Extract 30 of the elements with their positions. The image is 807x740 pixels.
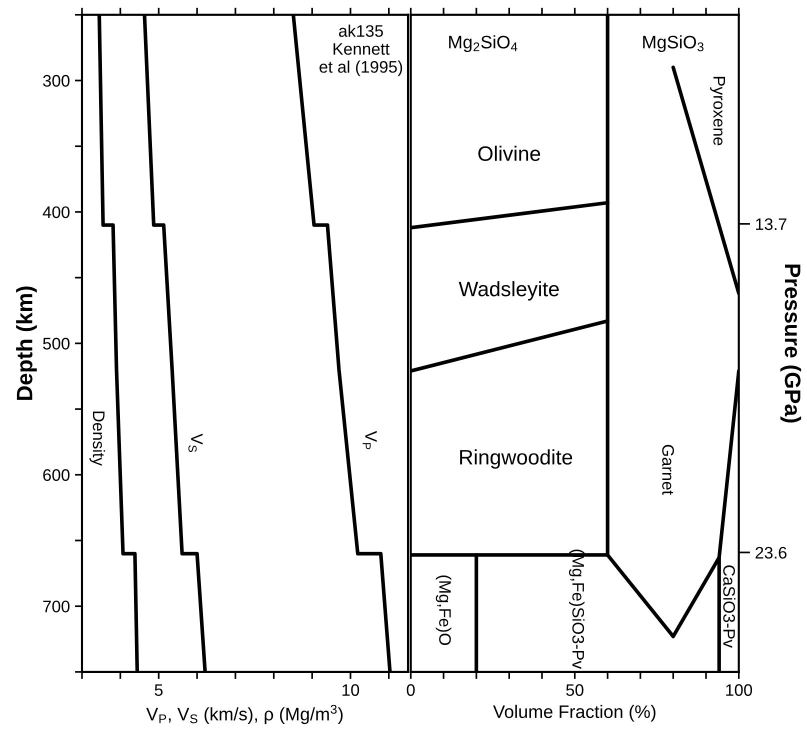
annotation: Garnet	[662, 444, 674, 495]
y-tick-label: 400	[42, 206, 70, 218]
x-tick-label: 5	[154, 684, 163, 696]
y-tick-label: 300	[43, 74, 70, 87]
annotation: Olivine	[478, 146, 540, 162]
annotation: Pyroxene	[710, 76, 725, 146]
annotation: ak135 Kennett et al (1995)	[320, 24, 402, 76]
x-axis-title: V$_{P}$, V$_{S}$ (km/s), ρ (Mg/m$^{3}$)	[146, 704, 343, 724]
y2-tick-label: 23.6	[756, 546, 786, 559]
y-tick-label: 500	[43, 338, 70, 350]
y-tick-label: 600	[43, 469, 70, 481]
x-axis-title: Volume Fraction (%)	[493, 704, 656, 722]
y-tick-label: 700	[43, 600, 70, 612]
annotation: Ringwoodite	[460, 449, 572, 469]
annotation: Wadsleyite	[458, 281, 559, 300]
x-tick-label: 0	[406, 684, 415, 696]
y2-axis-title: Pressure (GPa)	[780, 264, 802, 423]
x-tick-label: 50	[566, 684, 584, 696]
annotation: MgSiO$_{3}$	[643, 35, 704, 52]
annotation: V$_{S}$	[188, 434, 203, 452]
annotation: V$_{P}$	[362, 430, 377, 450]
x-tick-label: 100	[726, 684, 752, 696]
y-axis-title: Depth (km)	[16, 286, 37, 400]
y2-tick-label: 13.7	[756, 218, 786, 230]
annotation: Mg$_{2}$SiO$_{4}$	[449, 35, 518, 52]
annotation: (Mg,Fe)SiO3-Pv	[568, 550, 585, 669]
x-tick-label: 10	[342, 684, 360, 696]
annotation: CaSiO3-Pv	[723, 565, 736, 648]
annotation: (Mg,Fe)O	[436, 576, 452, 646]
annotation: Density	[90, 412, 106, 466]
